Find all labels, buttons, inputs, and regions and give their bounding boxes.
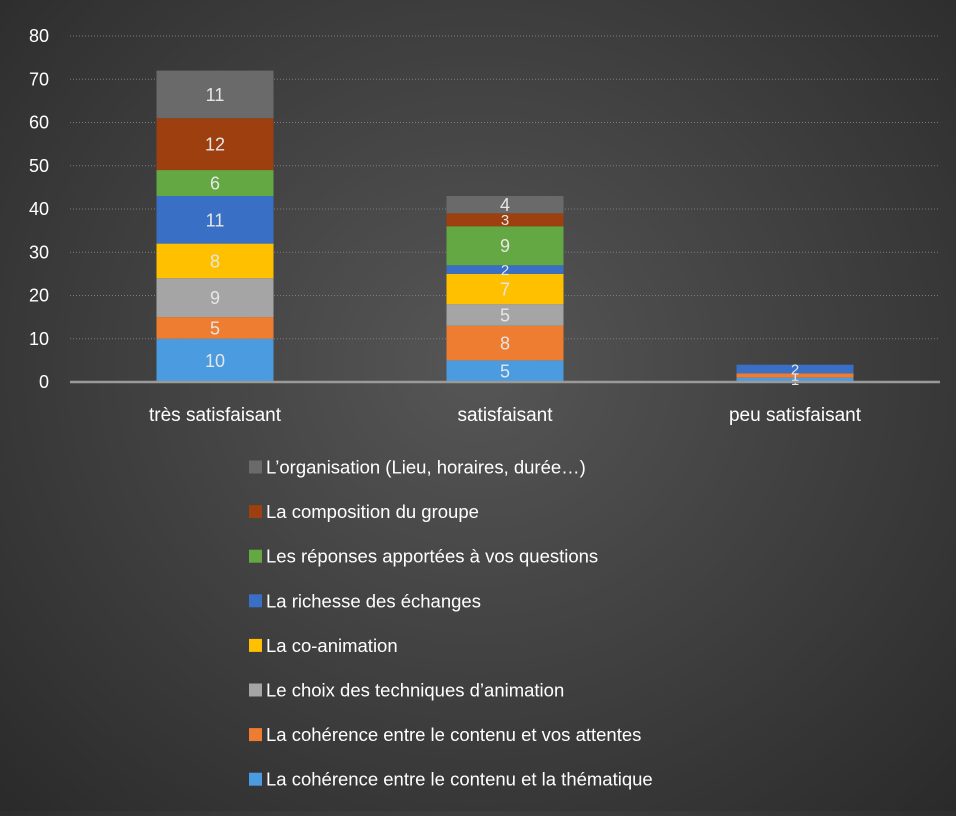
legend-swatch [249, 461, 262, 474]
x-category-label: satisfaisant [457, 405, 553, 426]
data-label: 11 [206, 210, 225, 230]
legend-swatch [249, 728, 262, 741]
legend-label: La cohérence entre le contenu et vos att… [266, 724, 641, 745]
y-tick-label: 80 [29, 26, 49, 46]
data-label: 12 [205, 135, 225, 155]
legend-item: La cohérence entre le contenu et vos att… [249, 724, 641, 745]
legend-item: La composition du groupe [249, 501, 479, 522]
legend-item: Les réponses apportées à vos questions [249, 546, 598, 567]
y-tick-label: 10 [29, 329, 49, 349]
legend-item: L’organisation (Lieu, horaires, durée…) [249, 457, 586, 478]
x-category-label: peu satisfaisant [729, 405, 862, 426]
data-label: 4 [500, 195, 510, 215]
y-tick-label: 0 [39, 372, 49, 392]
y-tick-label: 30 [29, 242, 49, 262]
legend-swatch [249, 550, 262, 563]
data-label: 6 [210, 174, 220, 194]
data-label: 8 [210, 251, 220, 271]
legend-swatch [249, 639, 262, 652]
legend-label: L’organisation (Lieu, horaires, durée…) [266, 457, 586, 478]
data-label: 5 [210, 318, 220, 338]
legend-label: La composition du groupe [266, 501, 479, 522]
legend-swatch [249, 684, 262, 697]
legend-label: La richesse des échanges [266, 590, 481, 611]
legend-swatch [249, 773, 262, 786]
legend-label: La cohérence entre le contenu et la thém… [266, 769, 653, 790]
y-axis: 0 10 20 30 40 50 60 70 80 [29, 26, 49, 392]
data-label: 2 [791, 361, 799, 378]
data-label: 9 [500, 236, 510, 256]
y-tick-label: 40 [29, 199, 49, 219]
data-label: 9 [210, 288, 220, 308]
y-tick-label: 50 [29, 156, 49, 176]
legend-label: Le choix des techniques d’animation [266, 680, 564, 701]
data-label: 5 [500, 305, 510, 325]
legend-label: Les réponses apportées à vos questions [266, 546, 598, 567]
legend-label: La co-animation [266, 635, 398, 656]
data-label: 10 [205, 351, 225, 371]
legend-item: Le choix des techniques d’animation [249, 680, 564, 701]
x-category-label: très satisfaisant [149, 405, 282, 426]
data-label: 5 [500, 362, 510, 382]
legend-swatch [249, 505, 262, 518]
legend-item: La richesse des échanges [249, 590, 481, 611]
data-label: 7 [500, 279, 510, 299]
legend-item: La co-animation [249, 635, 398, 656]
x-axis: très satisfaisant satisfaisant peu satisfa… [70, 382, 940, 426]
data-label: 8 [500, 334, 510, 354]
legend-swatch [249, 594, 262, 607]
legend-item: La cohérence entre le contenu et la thém… [249, 769, 653, 790]
y-tick-label: 20 [29, 286, 49, 306]
data-label: 11 [206, 85, 225, 105]
y-tick-label: 60 [29, 113, 49, 133]
legend: L’organisation (Lieu, horaires, durée…) L… [249, 457, 653, 790]
y-tick-label: 70 [29, 69, 49, 89]
